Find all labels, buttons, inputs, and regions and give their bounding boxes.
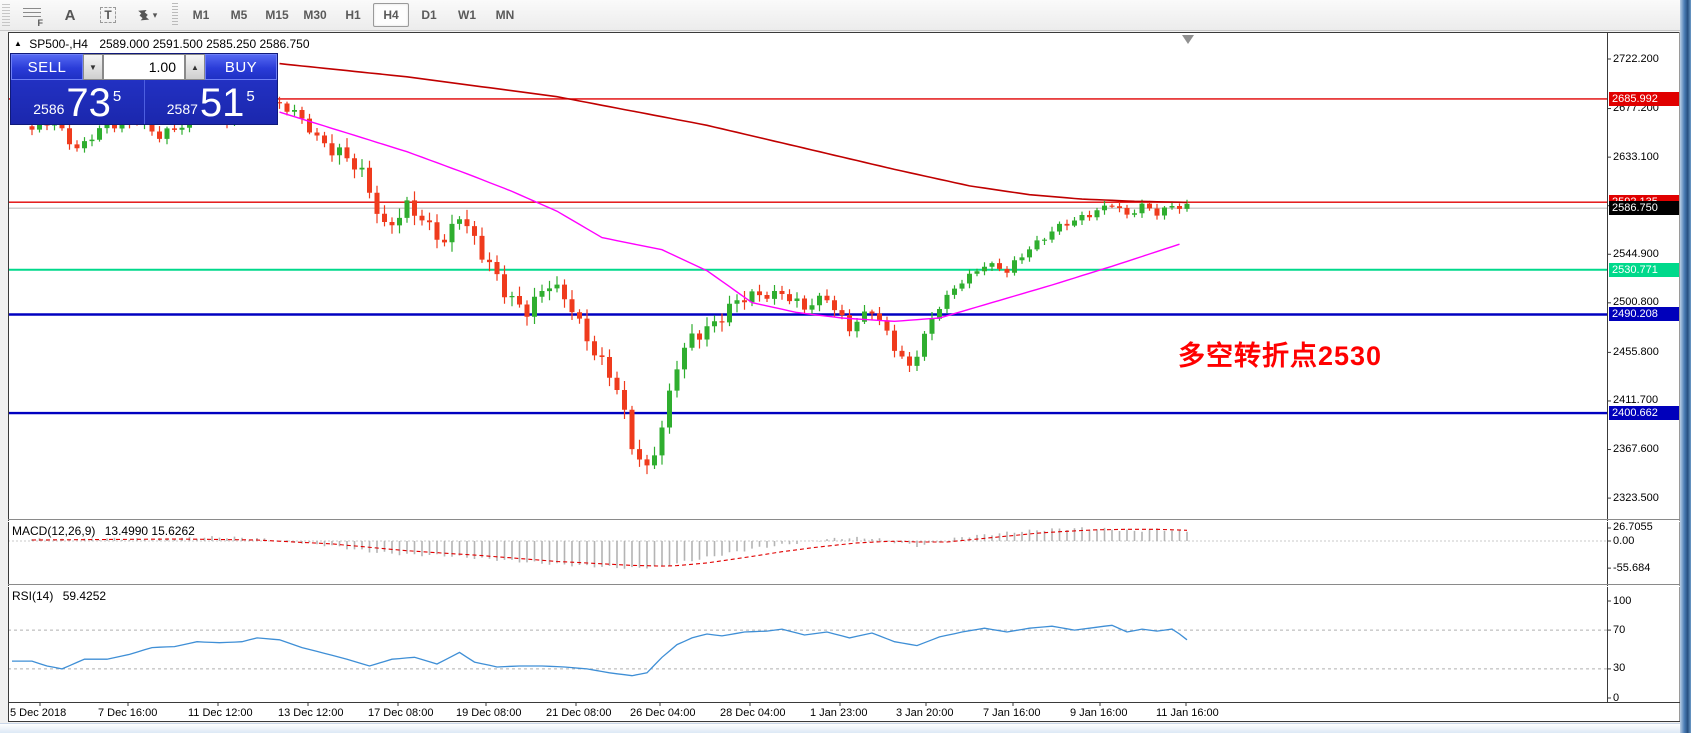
- buy-price-handle: 2587: [166, 101, 198, 117]
- time-tick-7-Dec-16-00: 7 Dec 16:00: [98, 707, 158, 719]
- sell-price-pips: 73: [66, 81, 111, 125]
- one-click-trade-panel: SELL ▼ 1.00 ▲ BUY 2586 73 5 2587 51 5: [10, 53, 278, 125]
- rsi-axis-0: 0: [1613, 691, 1620, 704]
- rsi-label: RSI(14) 59.4252: [12, 589, 107, 603]
- rsi-axis-70: 70: [1613, 623, 1626, 636]
- price-tick-2367.600: 2367.600: [1613, 443, 1659, 456]
- sell-button[interactable]: SELL: [11, 54, 83, 80]
- toolbar-drag-handle[interactable]: [2, 4, 10, 26]
- arrows-glyph: [137, 10, 149, 21]
- rsi-axis-30: 30: [1613, 662, 1626, 675]
- toolbar-separator: [172, 3, 178, 27]
- price-badge-2530.771: 2530.771: [1609, 262, 1679, 277]
- timeframe-button-h1[interactable]: H1: [345, 8, 361, 22]
- fast-ma-line: [279, 111, 1180, 323]
- buy-price[interactable]: 2587 51 5: [145, 80, 278, 124]
- time-tick-26-Dec-04-00: 26 Dec 04:00: [630, 707, 696, 719]
- volume-input[interactable]: 1.00: [103, 54, 185, 80]
- volume-decrease-button[interactable]: ▼: [83, 54, 103, 80]
- chart-shift-marker-icon[interactable]: [1182, 35, 1194, 44]
- time-tick-3-Jan-20-00: 3 Jan 20:00: [896, 707, 954, 719]
- time-tick-7-Jan-16-00: 7 Jan 16:00: [983, 707, 1041, 719]
- symbol-name: SP500-,H4: [29, 37, 88, 51]
- macd-axis-26.7055: 26.7055: [1613, 521, 1653, 534]
- symbol-ohlc: 2589.000 2591.500 2585.250 2586.750: [99, 37, 310, 51]
- timeframe-button-mn[interactable]: MN: [495, 8, 515, 22]
- timeframe-group: M1 M5 M15 M30 H1 H4 D1 W1 MN: [182, 3, 524, 27]
- price-tick-2500.800: 2500.800: [1613, 296, 1659, 309]
- window-bottom-border: [0, 723, 1680, 733]
- toolbar: F A T ▾ M1 M5 M15 M30 H1 H4 D1 W1 MN: [0, 0, 1691, 31]
- price-tick-2633.100: 2633.100: [1613, 150, 1659, 163]
- timeframe-button-m5[interactable]: M5: [230, 8, 248, 22]
- price-tick-2411.700: 2411.700: [1613, 394, 1659, 407]
- price-badge-2490.208: 2490.208: [1609, 307, 1679, 322]
- timeframe-button-m30[interactable]: M30: [303, 8, 327, 22]
- arrows-tool-icon[interactable]: ▾: [130, 2, 162, 28]
- rsi-line: [12, 624, 1188, 677]
- time-tick-21-Dec-08-00: 21 Dec 08:00: [546, 707, 612, 719]
- timeframe-button-m1[interactable]: M1: [192, 8, 210, 22]
- price-badge-2586.750: 2586.750: [1609, 201, 1679, 216]
- window-right-border: [1680, 0, 1691, 733]
- volume-increase-button[interactable]: ▲: [185, 54, 205, 80]
- price-badge-2400.662: 2400.662: [1609, 406, 1679, 421]
- sell-price[interactable]: 2586 73 5: [11, 80, 145, 124]
- time-tick-13-Dec-12-00: 13 Dec 12:00: [278, 707, 344, 719]
- time-tick-1-Jan-23-00: 1 Jan 23:00: [810, 707, 868, 719]
- dropdown-caret-icon[interactable]: ▾: [152, 9, 158, 20]
- symbol-info-bar: ▲ SP500-,H4 2589.000 2591.500 2585.250 2…: [14, 37, 310, 51]
- macd-axis--55.684: -55.684: [1613, 561, 1651, 574]
- symbol-collapse-icon[interactable]: ▲: [14, 39, 22, 48]
- time-tick-17-Dec-08-00: 17 Dec 08:00: [368, 707, 434, 719]
- slow-ma-line: [279, 62, 1188, 204]
- fibonacci-grid-glyph: F: [23, 8, 43, 28]
- macd-values: 13.4990 15.6262: [104, 524, 195, 538]
- sell-price-handle: 2586: [33, 101, 65, 117]
- rsi-value: 59.4252: [62, 589, 107, 603]
- text-box-icon[interactable]: T: [92, 2, 124, 28]
- price-tick-2544.900: 2544.900: [1613, 247, 1659, 260]
- buy-price-pips: 51: [199, 81, 245, 125]
- price-tick-2323.500: 2323.500: [1613, 491, 1659, 504]
- macd-axis-0.00: 0.00: [1613, 534, 1635, 547]
- text-label-icon[interactable]: A: [64, 6, 76, 24]
- time-tick-9-Jan-16-00: 9 Jan 16:00: [1070, 707, 1128, 719]
- buy-price-point: 5: [246, 88, 255, 105]
- time-tick-11-Jan-16-00: 11 Jan 16:00: [1156, 707, 1219, 719]
- price-tick-2455.800: 2455.800: [1613, 345, 1659, 358]
- time-tick-28-Dec-04-00: 28 Dec 04:00: [720, 707, 786, 719]
- time-tick-19-Dec-08-00: 19 Dec 08:00: [456, 707, 522, 719]
- buy-button[interactable]: BUY: [205, 54, 277, 80]
- timeframe-button-m15[interactable]: M15: [265, 8, 289, 22]
- price-badge-2685.992: 2685.992: [1609, 91, 1679, 106]
- text-box-glyph: T: [100, 7, 116, 23]
- time-tick-5-Dec-2018: 5 Dec 2018: [10, 707, 67, 719]
- fibonacci-grid-icon[interactable]: F: [16, 2, 48, 28]
- sell-price-point: 5: [112, 88, 122, 105]
- macd-signal-line: [31, 528, 1188, 567]
- pivot-annotation-text: 多空转折点2530: [1178, 341, 1383, 371]
- time-tick-11-Dec-12-00: 11 Dec 12:00: [188, 707, 253, 719]
- price-tick-2722.200: 2722.200: [1613, 52, 1659, 65]
- macd-label: MACD(12,26,9) 13.4990 15.6262: [12, 524, 195, 538]
- timeframe-button-w1[interactable]: W1: [458, 8, 476, 22]
- timeframe-button-h4[interactable]: H4: [373, 3, 409, 27]
- rsi-axis-100: 100: [1613, 594, 1632, 607]
- timeframe-button-d1[interactable]: D1: [421, 8, 437, 22]
